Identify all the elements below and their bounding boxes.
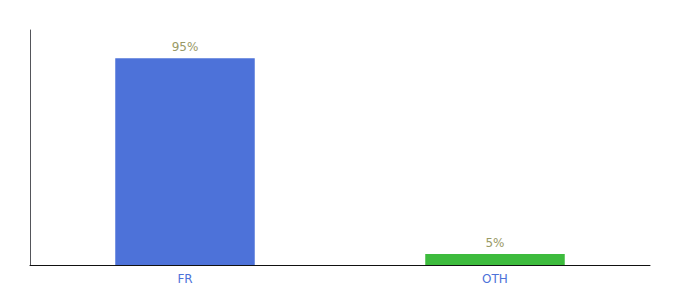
svg-text:5%: 5%: [485, 236, 504, 250]
svg-text:OTH: OTH: [482, 272, 508, 286]
svg-text:FR: FR: [177, 272, 192, 286]
svg-text:95%: 95%: [172, 40, 199, 54]
